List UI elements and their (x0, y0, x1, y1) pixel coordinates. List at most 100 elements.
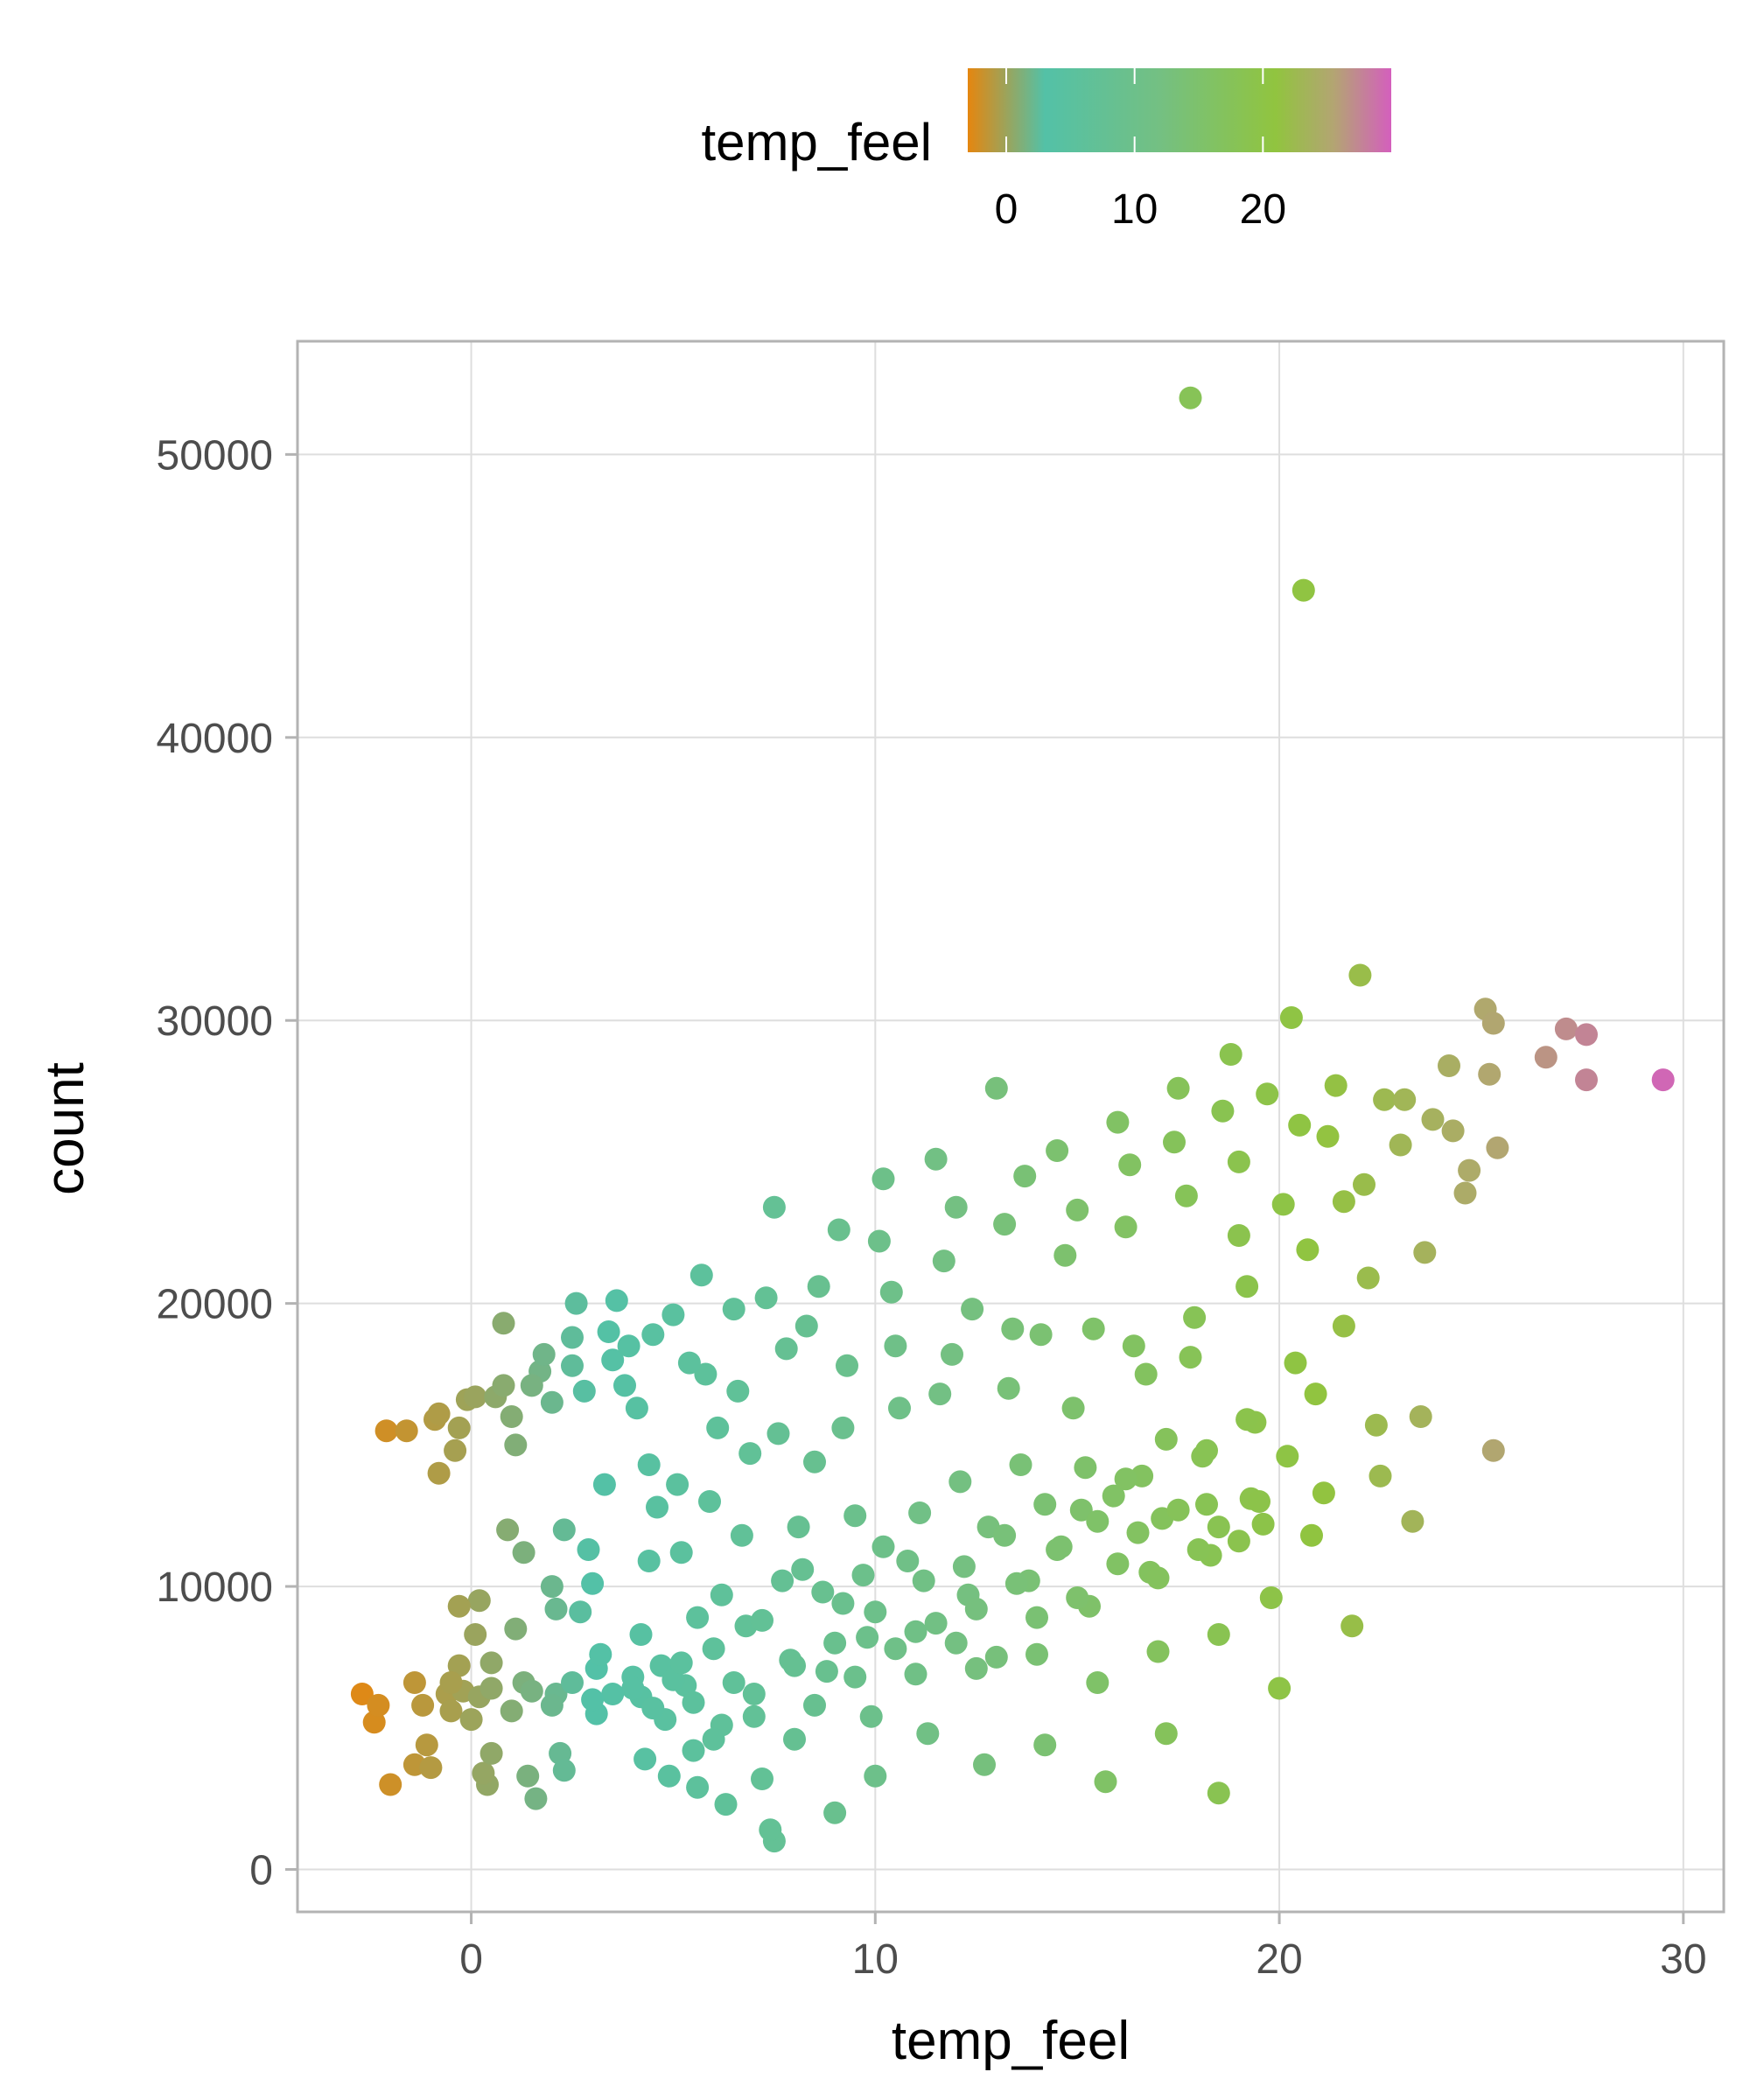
data-point (524, 1787, 548, 1810)
data-point (1458, 1158, 1481, 1182)
data-point (694, 1362, 718, 1386)
y-tick-label: 10000 (157, 1564, 273, 1611)
data-point (419, 1756, 443, 1780)
data-point (1324, 1074, 1348, 1097)
data-point (1401, 1509, 1424, 1533)
data-point (1304, 1382, 1327, 1406)
data-point (984, 1645, 1008, 1669)
data-point (783, 1727, 806, 1751)
data-point (669, 1541, 693, 1564)
data-point (395, 1419, 418, 1443)
data-point (662, 1303, 685, 1326)
data-point (1195, 1493, 1218, 1516)
data-point (1086, 1671, 1110, 1694)
data-point (1122, 1334, 1145, 1358)
data-point (1441, 1119, 1465, 1143)
plot-panel (296, 340, 1726, 1914)
x-axis: 0 10 20 30 (459, 1912, 1707, 1983)
data-point (492, 1312, 515, 1335)
data-point (1554, 1017, 1578, 1040)
data-point (1154, 1427, 1178, 1451)
x-axis-title: temp_feel (892, 2011, 1130, 2071)
data-point (851, 1564, 875, 1587)
data-point (1236, 1408, 1259, 1432)
data-point (1332, 1314, 1355, 1338)
data-point (564, 1292, 588, 1315)
data-point (1114, 1467, 1138, 1491)
data-point (1438, 1054, 1460, 1077)
data-point (1651, 1068, 1675, 1092)
data-point (411, 1693, 435, 1717)
colorbar-labels: 0 10 20 (995, 186, 1286, 233)
data-point (601, 1348, 625, 1372)
data-point (1004, 1572, 1028, 1595)
data-point (815, 1660, 838, 1684)
data-point (1033, 1733, 1057, 1757)
data-point (1227, 1530, 1250, 1553)
data-point (702, 1727, 725, 1751)
data-point (1421, 1108, 1445, 1131)
data-point (771, 1569, 794, 1592)
data-point (908, 1502, 932, 1524)
data-point (637, 1453, 661, 1476)
data-point (864, 1764, 887, 1788)
data-point (827, 1218, 850, 1242)
data-point (1126, 1521, 1150, 1544)
data-point (811, 1580, 835, 1604)
data-point (1013, 1165, 1037, 1188)
data-point (1086, 1509, 1110, 1533)
data-point (836, 1354, 858, 1377)
data-point (561, 1671, 584, 1694)
y-tick-label: 20000 (157, 1282, 273, 1328)
data-point (577, 1538, 600, 1561)
data-point (1236, 1275, 1259, 1298)
data-point (1183, 1306, 1207, 1329)
data-point (1207, 1623, 1230, 1646)
y-tick-label: 0 (249, 1847, 273, 1894)
data-point (706, 1416, 730, 1439)
data-point (964, 1597, 988, 1620)
data-point (751, 1608, 774, 1632)
data-point (646, 1495, 668, 1519)
colorbar-ticks (1005, 68, 1264, 152)
data-point (783, 1654, 806, 1677)
data-point (464, 1623, 487, 1646)
data-point (924, 1612, 948, 1635)
data-point (480, 1676, 503, 1700)
data-point (1259, 1586, 1283, 1609)
data-point (520, 1374, 543, 1397)
colorbar-tick-label: 10 (1111, 186, 1158, 233)
data-point (592, 1473, 616, 1496)
x-tick-label: 20 (1256, 1936, 1302, 1983)
data-point (844, 1665, 867, 1689)
data-point (1575, 1068, 1598, 1092)
data-point (1179, 386, 1202, 410)
data-point (742, 1704, 766, 1728)
data-point (1284, 1351, 1307, 1375)
data-point (496, 1518, 520, 1542)
data-point (774, 1337, 798, 1361)
data-point (904, 1662, 928, 1686)
data-point (791, 1558, 815, 1581)
data-point (561, 1326, 584, 1349)
data-point (924, 1147, 948, 1171)
y-tick-label: 30000 (157, 998, 273, 1045)
data-point (1066, 1198, 1089, 1222)
data-point (1009, 1453, 1032, 1476)
data-point (1486, 1136, 1509, 1159)
data-point (766, 1422, 790, 1446)
data-point (690, 1264, 713, 1287)
data-point (1146, 1640, 1170, 1663)
data-point (1251, 1512, 1275, 1536)
data-point (807, 1275, 830, 1298)
data-point (427, 1461, 451, 1485)
data-point (1296, 1238, 1320, 1262)
data-point (844, 1504, 867, 1528)
data-point (544, 1597, 568, 1620)
data-point (948, 1470, 972, 1494)
data-point (1248, 1490, 1270, 1513)
data-point (751, 1768, 774, 1790)
data-point (1046, 1139, 1069, 1162)
data-point (1195, 1438, 1218, 1462)
